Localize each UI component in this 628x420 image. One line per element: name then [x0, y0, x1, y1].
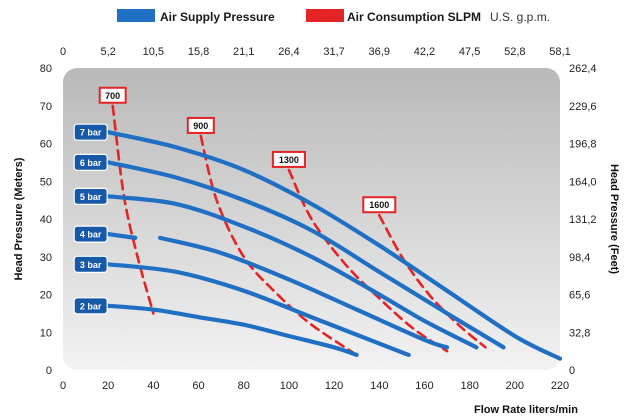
- x-tick-label: 100: [280, 380, 298, 392]
- y-tick-label: 10: [40, 327, 52, 339]
- x-tick-label: 140: [370, 380, 388, 392]
- y2-tick-label: 98,4: [569, 252, 590, 264]
- y-tick-label: 40: [40, 214, 52, 226]
- badge-label: 2 bar: [80, 301, 102, 311]
- x-axis-bottom-ticks: 0 20 40 60 80 100 120 140 160 180 200 220: [60, 380, 569, 392]
- slpm-label: 700: [105, 91, 120, 101]
- badge-6-bar: 6 bar: [73, 153, 108, 171]
- x-tick-label: 160: [415, 380, 433, 392]
- y-tick-label: 0: [46, 365, 52, 377]
- slpm-badge-900: 900: [186, 116, 215, 134]
- x2-tick-label: 15,8: [188, 46, 209, 58]
- slpm-badges: 700 900 1300 1600: [98, 86, 397, 214]
- y-axis-right-title: Head Pressure (Feet): [608, 164, 620, 274]
- y2-tick-label: 0: [569, 365, 575, 377]
- air-supply-line-3-bar: [106, 262, 411, 357]
- slpm-badge-1600: 1600: [362, 196, 397, 214]
- x2-tick-label: 0: [60, 46, 66, 58]
- y-tick-label: 20: [40, 290, 52, 302]
- badge-label: 3 bar: [80, 260, 102, 270]
- x-tick-label: 60: [192, 380, 204, 392]
- y-axis-left-title: Head Pressure (Meters): [13, 157, 25, 280]
- x2-tick-label: 21,1: [233, 46, 254, 58]
- legend-air-consumption-label: Air Consumption SLPM: [347, 10, 481, 24]
- slpm-label: 900: [193, 121, 208, 131]
- x-tick-label: 200: [506, 380, 524, 392]
- y-tick-label: 70: [40, 101, 52, 113]
- y-tick-label: 60: [40, 139, 52, 151]
- legend-air-supply-label: Air Supply Pressure: [160, 10, 275, 24]
- y-axis-right-ticks: 0 32,8 65,6 98,4 131,2 164,0 196,8 229,6 262,4: [569, 63, 597, 377]
- y2-tick-label: 65,6: [569, 290, 590, 302]
- badge-4-bar: 4 bar: [73, 225, 108, 243]
- x2-tick-label: 31,7: [323, 46, 344, 58]
- air-supply-line-4-bar: [106, 232, 138, 240]
- y-tick-label: 30: [40, 252, 52, 264]
- bar-pressure-badges: 7 bar 6 bar 5 bar 4 bar 3 bar 2 bar: [73, 123, 108, 315]
- y2-tick-label: 131,2: [569, 214, 597, 226]
- slpm-badge-700: 700: [98, 86, 127, 104]
- x-tick-label: 0: [60, 380, 66, 392]
- air-supply-line-6-bar: [106, 160, 506, 350]
- x2-tick-label: 42,2: [414, 46, 435, 58]
- y2-tick-label: 196,8: [569, 139, 597, 151]
- air-supply-line-4-bar: [158, 235, 450, 350]
- y-tick-label: 80: [40, 63, 52, 75]
- x-tick-label: 180: [460, 380, 478, 392]
- badge-label: 4 bar: [80, 230, 102, 240]
- badge-3-bar: 3 bar: [73, 255, 108, 273]
- x2-tick-label: 10,5: [143, 46, 164, 58]
- badge-label: 5 bar: [80, 192, 102, 202]
- air-consumption-line-700: [111, 104, 155, 315]
- legend-swatch-air-supply: [117, 9, 155, 22]
- x2-tick-label: 52,8: [504, 46, 525, 58]
- air-supply-line-7-bar: [106, 130, 563, 361]
- x2-tick-label: 26,4: [278, 46, 299, 58]
- badge-label: 7 bar: [80, 128, 102, 138]
- y-tick-label: 50: [40, 176, 52, 188]
- badge-2-bar: 2 bar: [73, 297, 108, 315]
- slpm-label: 1600: [369, 200, 389, 210]
- slpm-label: 1300: [279, 155, 299, 165]
- air-supply-lines: [106, 130, 563, 361]
- x2-tick-label: 58,1: [549, 46, 570, 58]
- air-supply-line-5-bar: [106, 194, 479, 350]
- badge-7-bar: 7 bar: [73, 123, 108, 141]
- x-axis-title: Flow Rate liters/min: [474, 404, 578, 416]
- x-axis-top-ticks: 0 5,2 10,5 15,8 21,1 26,4 31,7 36,9 42,2 47,5 52,8…: [60, 46, 571, 58]
- x-tick-label: 80: [238, 380, 250, 392]
- y2-tick-label: 164,0: [569, 176, 597, 188]
- x-tick-label: 120: [325, 380, 343, 392]
- legend-swatch-air-consumption: [306, 9, 344, 22]
- x-tick-label: 220: [551, 380, 569, 392]
- legend-units-label: U.S. g.p.m.: [490, 10, 550, 24]
- y2-tick-label: 32,8: [569, 327, 590, 339]
- y2-tick-label: 229,6: [569, 101, 597, 113]
- y-axis-left-ticks: 0 10 20 30 40 50 60 70 80: [40, 63, 52, 377]
- x2-tick-label: 47,5: [459, 46, 480, 58]
- air-supply-line-2-bar: [106, 303, 359, 357]
- slpm-badge-1300: 1300: [271, 150, 306, 168]
- y2-tick-label: 262,4: [569, 63, 597, 75]
- air-consumption-line-1600: [377, 213, 487, 349]
- x2-tick-label: 5,2: [101, 46, 116, 58]
- badge-5-bar: 5 bar: [73, 187, 108, 205]
- x-tick-label: 40: [147, 380, 159, 392]
- x-tick-label: 20: [102, 380, 114, 392]
- badge-label: 6 bar: [80, 158, 102, 168]
- x2-tick-label: 36,9: [369, 46, 390, 58]
- air-consumption-line-1300: [287, 168, 449, 353]
